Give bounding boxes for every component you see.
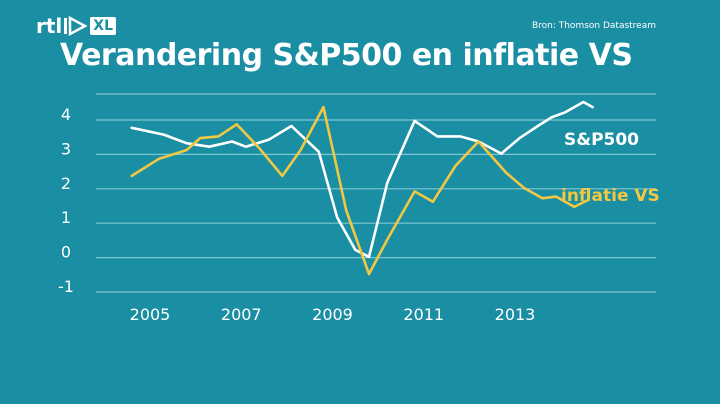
- rtlxl-logo: rtl XL: [36, 14, 116, 38]
- y-tick-label-4: 0: [61, 243, 71, 262]
- series-label-1: inflatie VS: [561, 186, 660, 206]
- y-tick-label-2: 2: [61, 174, 71, 193]
- y-tick-label-0: 4: [61, 105, 71, 124]
- logo-main-text: rtl: [36, 14, 63, 38]
- x-tick-label-4: 2013: [495, 305, 536, 324]
- source-label: Bron: Thomson Datastream: [531, 21, 656, 31]
- series-line-1: [130, 105, 590, 276]
- y-tick-label-1: 3: [61, 139, 71, 158]
- series-line-0: [130, 100, 594, 259]
- y-tick-label-3: 1: [61, 208, 71, 227]
- x-tick-label-1: 2007: [221, 305, 262, 324]
- series-label-0: S&P500: [564, 130, 639, 150]
- x-tick-label-2: 2009: [312, 305, 353, 324]
- series-labels: S&P500 inflatie VS: [561, 130, 660, 206]
- x-tick-label-3: 2011: [403, 305, 444, 324]
- chart-title: Verandering S&P500 en inflatie VS: [60, 38, 633, 73]
- x-tick-labels: 2005 2007 2009 2011 2013: [130, 305, 536, 324]
- y-tick-labels: 4 3 2 1 0 -1: [58, 105, 74, 296]
- x-tick-label-0: 2005: [130, 305, 171, 324]
- play-icon: [63, 15, 89, 37]
- series-lines: [130, 100, 594, 276]
- logo-sub-text: XL: [90, 17, 116, 35]
- gridlines: [96, 93, 656, 293]
- y-tick-label-5: -1: [58, 277, 74, 296]
